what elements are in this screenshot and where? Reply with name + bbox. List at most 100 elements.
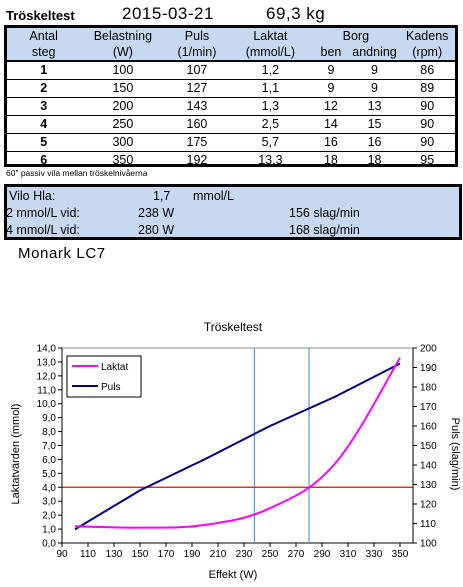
table-cell: 175 <box>165 133 229 152</box>
rest-note: 60" passiv vila mellan tröskelnivåerna <box>6 168 148 178</box>
threshold-summary: Vilo Hla: 1,7 mmol/L 2 mmol/L vid: 238 W… <box>4 184 462 240</box>
table-row: 2 150 127 1,1 9 9 89 <box>7 79 455 98</box>
y-tick-label: 7,0 <box>42 441 56 452</box>
table-cell: 2,5 <box>228 115 313 134</box>
threshold-4-label: 4 mmol/L vid: <box>6 223 80 237</box>
col-header-kadens: Kadens <box>406 29 449 43</box>
table-cell: 143 <box>165 97 229 116</box>
table-cell: 9 <box>312 79 350 98</box>
y-tick-label: 1,0 <box>42 525 56 536</box>
table-body: 1 100 107 1,2 9 9 86 2 150 127 1,1 9 9 89 3 200 143 1,3 12… <box>7 61 455 169</box>
table-row: 3 200 143 1,3 12 13 90 <box>7 97 455 116</box>
x-tick-label: 110 <box>80 549 96 560</box>
table-cell: 13,3 <box>258 153 283 167</box>
legend-label-puls: Puls <box>101 382 120 393</box>
table-cell: 90 <box>399 133 455 152</box>
col-subheader-mmol: (mmol/L) <box>228 44 313 62</box>
threshold-2-watt: 238 W <box>138 206 175 220</box>
col-header-laktat: Laktat <box>253 29 288 43</box>
table-cell: 6 <box>40 153 48 167</box>
table-cell: 1,3 <box>228 97 313 116</box>
threshold-2-label: 2 mmol/L vid: <box>6 206 80 220</box>
table-cell: 13 <box>349 97 400 116</box>
col-header-belastning: Belastning <box>93 29 153 43</box>
table-cell: 1,2 <box>228 61 313 80</box>
x-tick-label: 270 <box>288 549 305 560</box>
results-table: Antal Belastning Puls Laktat Borg Kadens… <box>4 25 458 167</box>
header: Tröskeltest 2015-03-21 69,3 kg <box>4 4 459 26</box>
col-subheader-steg: steg <box>7 44 81 62</box>
table-cell: 90 <box>399 97 455 116</box>
y2-axis-label: Puls (slag/min) <box>449 418 461 491</box>
results-table-grid: Antal Belastning Puls Laktat Borg Kadens… <box>7 28 455 169</box>
y2-tick-label: 110 <box>420 519 436 530</box>
table-cell: 3 <box>7 97 81 116</box>
series-puls-line <box>74 362 401 531</box>
legend-box <box>66 355 142 398</box>
x-tick-label: 170 <box>158 549 175 560</box>
y2-tick-label: 190 <box>420 363 437 374</box>
table-cell: 4 <box>7 115 81 134</box>
x-tick-label: 210 <box>210 549 227 560</box>
x-tick-label: 150 <box>132 549 149 560</box>
y-tick-label: 2,0 <box>42 511 56 522</box>
threshold-4-row: 4 mmol/L vid: 280 W 168 slag/min <box>6 222 459 238</box>
device-name: Monark LC7 <box>18 245 106 262</box>
y-tick-label: 8,0 <box>42 427 56 438</box>
table-cell: 16 <box>312 133 350 152</box>
table-cell: 9 <box>312 61 350 80</box>
table-row: 1 100 107 1,2 9 9 86 <box>7 61 455 80</box>
table-row: 4 250 160 2,5 14 15 90 <box>7 115 455 134</box>
col-header-borg: Borg <box>342 29 370 43</box>
legend-label-laktat: Laktat <box>101 362 128 373</box>
table-cell: 12 <box>312 97 350 116</box>
x-tick-label: 250 <box>262 549 279 560</box>
table-cell: 18 <box>367 153 382 167</box>
resting-lactate-label: Vilo Hla: <box>9 189 56 203</box>
col-header-antal: Antal <box>29 29 58 43</box>
table-row: 6 350 192 13,3 18 18 95 <box>7 152 455 170</box>
x-tick-label: 310 <box>340 549 357 560</box>
table-cell: 100 <box>80 61 166 80</box>
x-tick-label: 350 <box>392 549 409 560</box>
y-tick-label: 13,0 <box>37 357 57 368</box>
table-cell: 350 <box>112 153 134 167</box>
table-cell: 107 <box>165 61 229 80</box>
y2-tick-label: 130 <box>420 480 437 491</box>
col-subheader-ben: ben <box>312 44 350 62</box>
x-tick-label: 230 <box>236 549 253 560</box>
table-cell: 150 <box>80 79 166 98</box>
y2-tick-label: 200 <box>420 344 437 355</box>
threshold-chart: Tröskeltest Effekt (W) Laktatvärden (mmo… <box>10 320 461 581</box>
col-header-puls: Puls <box>184 29 210 43</box>
series-laktat-line <box>74 357 401 529</box>
resting-lactate-unit: mmol/L <box>193 189 234 203</box>
threshold-4-watt: 280 W <box>138 223 175 237</box>
y-tick-label: 9,0 <box>42 413 56 424</box>
x-tick-label: 130 <box>106 549 123 560</box>
table-cell: 200 <box>80 97 166 116</box>
y2-tick-label: 170 <box>420 402 437 413</box>
table-header-row-1: Antal Belastning Puls Laktat Borg Kadens <box>7 28 455 44</box>
table-cell: 16 <box>349 133 400 152</box>
table-cell: 5 <box>7 133 81 152</box>
table-cell: 1,1 <box>228 79 313 98</box>
table-header-row-2: steg (W) (1/min) (mmol/L) ben andning (r… <box>7 44 455 62</box>
y-tick-label: 10,0 <box>37 399 57 410</box>
col-subheader-per-min: (1/min) <box>165 44 229 62</box>
y-tick-label: 6,0 <box>42 455 56 466</box>
x-tick-label: 90 <box>56 549 68 560</box>
y2-tick-label: 120 <box>420 500 437 511</box>
table-cell: 95 <box>420 153 435 167</box>
chart-title: Tröskeltest <box>204 320 263 334</box>
table-cell: 5,7 <box>228 133 313 152</box>
y2-tick-label: 180 <box>420 383 437 394</box>
y-tick-label: 0,0 <box>42 539 56 550</box>
resting-lactate-row: Vilo Hla: 1,7 mmol/L <box>7 188 459 204</box>
table-cell: 86 <box>399 61 455 80</box>
col-subheader-watt: (W) <box>80 44 166 62</box>
table-cell: 14 <box>312 115 350 134</box>
resting-lactate-value: 1,7 <box>153 189 171 203</box>
table-row: 5 300 175 5,7 16 16 90 <box>7 133 455 152</box>
col-subheader-rpm: (rpm) <box>399 44 455 62</box>
